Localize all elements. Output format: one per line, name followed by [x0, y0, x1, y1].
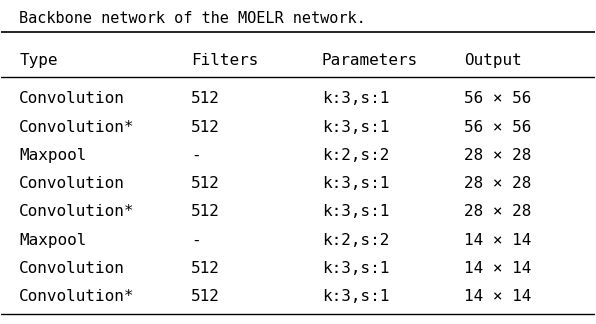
Text: Convolution*: Convolution*	[19, 120, 135, 134]
Text: k:2,s:2: k:2,s:2	[322, 233, 389, 248]
Text: k:3,s:1: k:3,s:1	[322, 204, 389, 219]
Text: Convolution: Convolution	[19, 176, 125, 191]
Text: Type: Type	[19, 53, 58, 68]
Text: Maxpool: Maxpool	[19, 233, 86, 248]
Text: Filters: Filters	[191, 53, 259, 68]
Text: k:3,s:1: k:3,s:1	[322, 91, 389, 106]
Text: Backbone network of the MOELR network.: Backbone network of the MOELR network.	[19, 11, 366, 26]
Text: 28 × 28: 28 × 28	[464, 176, 532, 191]
Text: 28 × 28: 28 × 28	[464, 148, 532, 163]
Text: 512: 512	[191, 289, 220, 304]
Text: 14 × 14: 14 × 14	[464, 233, 532, 248]
Text: Convolution*: Convolution*	[19, 289, 135, 304]
Text: k:2,s:2: k:2,s:2	[322, 148, 389, 163]
Text: Output: Output	[464, 53, 522, 68]
Text: Convolution: Convolution	[19, 261, 125, 276]
Text: 512: 512	[191, 204, 220, 219]
Text: 56 × 56: 56 × 56	[464, 120, 532, 134]
Text: 512: 512	[191, 120, 220, 134]
Text: 512: 512	[191, 176, 220, 191]
Text: 512: 512	[191, 261, 220, 276]
Text: k:3,s:1: k:3,s:1	[322, 289, 389, 304]
Text: -: -	[191, 233, 201, 248]
Text: Convolution: Convolution	[19, 91, 125, 106]
Text: Parameters: Parameters	[322, 53, 418, 68]
Text: Maxpool: Maxpool	[19, 148, 86, 163]
Text: k:3,s:1: k:3,s:1	[322, 120, 389, 134]
Text: k:3,s:1: k:3,s:1	[322, 261, 389, 276]
Text: 512: 512	[191, 91, 220, 106]
Text: 28 × 28: 28 × 28	[464, 204, 532, 219]
Text: 14 × 14: 14 × 14	[464, 261, 532, 276]
Text: k:3,s:1: k:3,s:1	[322, 176, 389, 191]
Text: 14 × 14: 14 × 14	[464, 289, 532, 304]
Text: 56 × 56: 56 × 56	[464, 91, 532, 106]
Text: -: -	[191, 148, 201, 163]
Text: Convolution*: Convolution*	[19, 204, 135, 219]
